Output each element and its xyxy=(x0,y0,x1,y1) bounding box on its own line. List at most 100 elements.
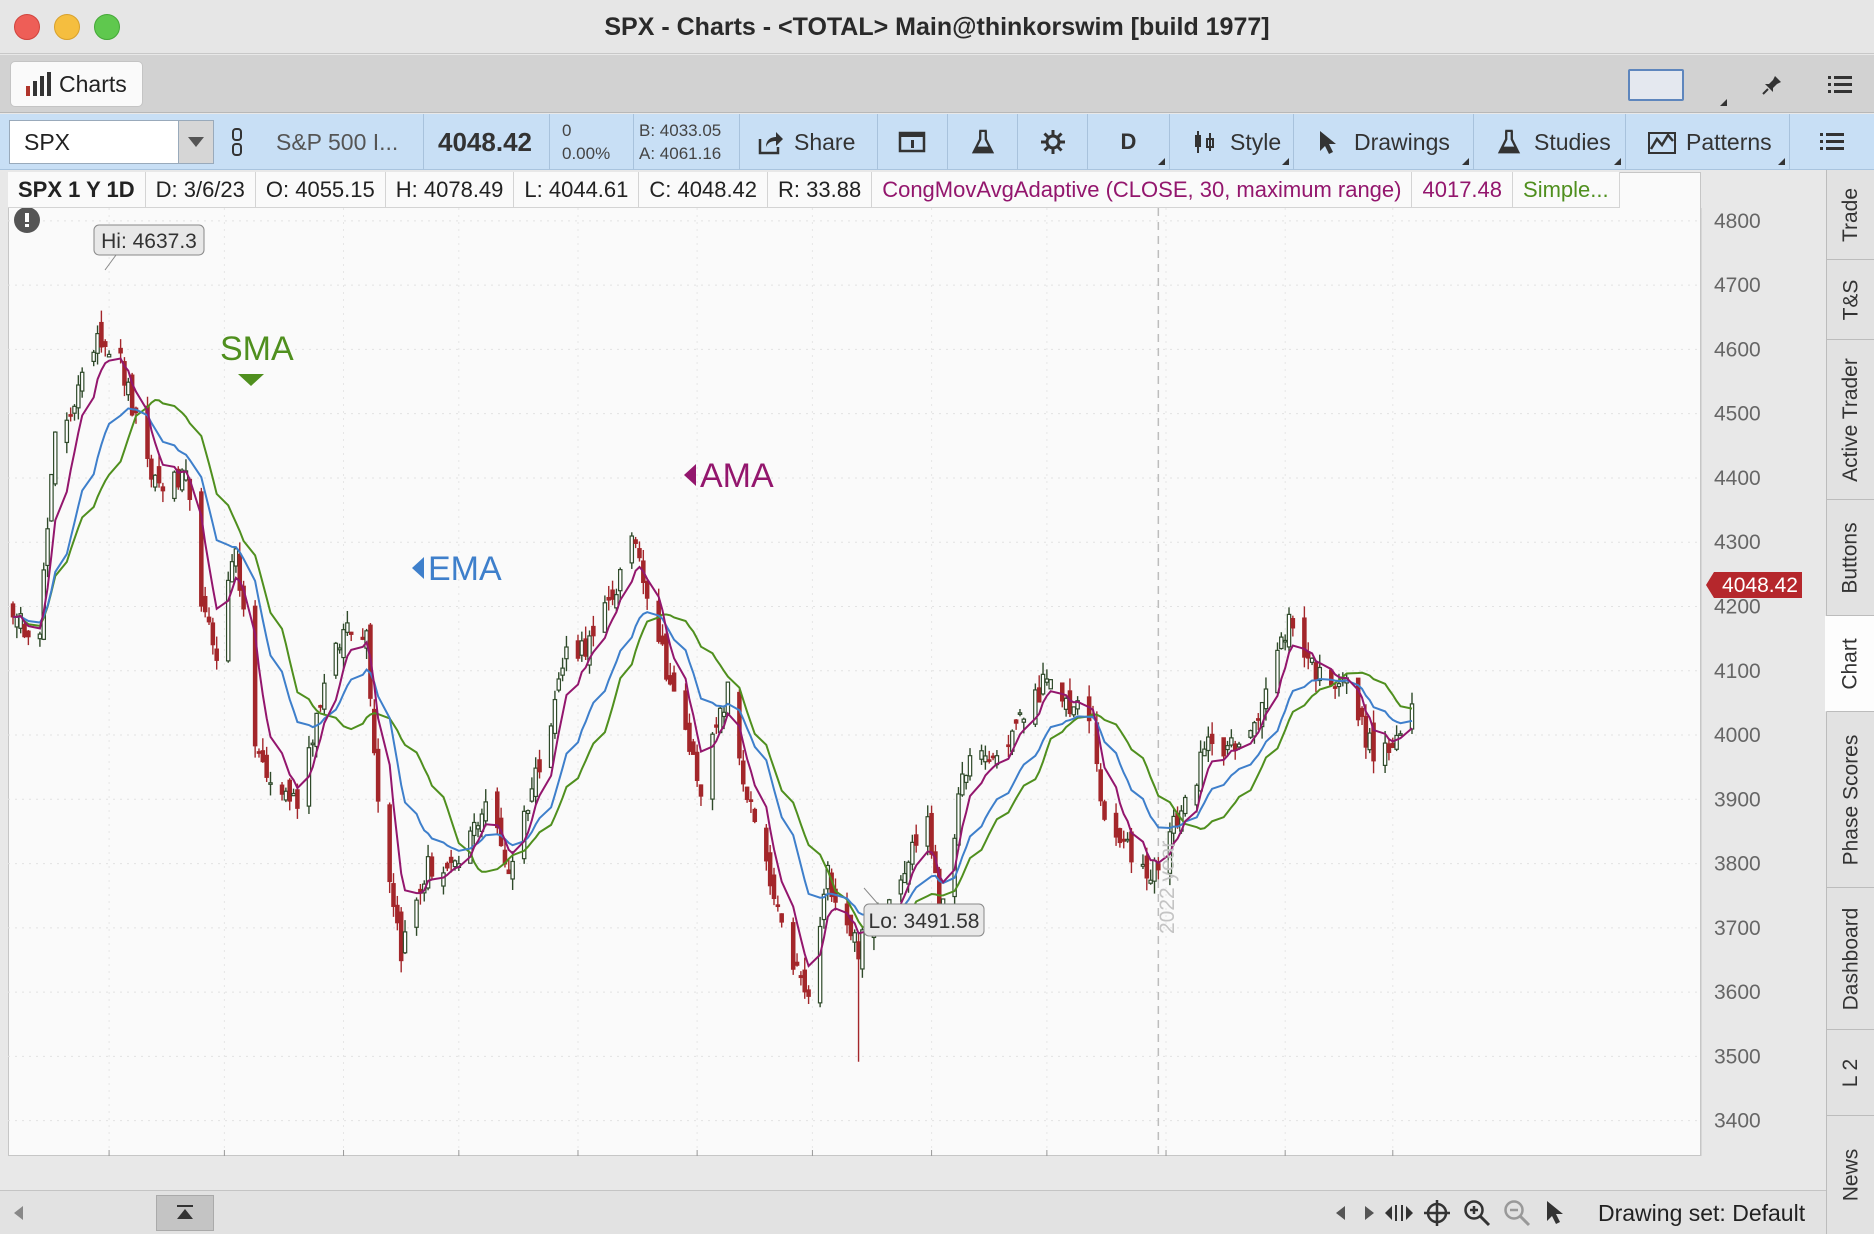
bottom-bar: Drawing set: Default xyxy=(0,1190,1826,1234)
pin-icon[interactable] xyxy=(1752,65,1792,105)
drawings-button[interactable]: Drawings xyxy=(1294,114,1474,170)
zoom-in-icon[interactable] xyxy=(1462,1198,1492,1228)
candle-body xyxy=(360,636,366,640)
sidebar-tab-buttons[interactable]: Buttons xyxy=(1827,500,1874,616)
scroll-left-icon[interactable] xyxy=(4,1198,34,1228)
patterns-icon xyxy=(1648,132,1676,154)
grid-layout-button[interactable] xyxy=(1628,69,1684,101)
candle-body xyxy=(1221,737,1226,757)
tab-strip: Charts xyxy=(0,55,1874,113)
candle-body xyxy=(664,633,669,680)
time-axis[interactable]: AprMayJunJulAugSepOctNovDec23FebMar xyxy=(106,1150,1426,1156)
candle-body xyxy=(283,790,289,801)
crosshair-icon[interactable] xyxy=(1422,1198,1452,1228)
candle-body xyxy=(1182,796,1188,815)
sma-line xyxy=(12,398,1413,934)
scrollbar-thumb[interactable] xyxy=(156,1195,214,1231)
sidebar-tab-active-trader[interactable]: Active Trader xyxy=(1827,340,1874,500)
flask-button[interactable] xyxy=(948,114,1018,170)
patterns-label: Patterns xyxy=(1686,128,1772,155)
candle-body xyxy=(68,414,73,417)
candle-body xyxy=(475,825,481,830)
minimize-window-button[interactable] xyxy=(54,14,80,40)
candle-body xyxy=(341,629,346,659)
candle-body xyxy=(798,975,804,979)
zoom-out-icon[interactable] xyxy=(1502,1198,1532,1228)
candle-body xyxy=(91,351,96,363)
candle-body xyxy=(790,922,796,970)
alert-icon[interactable] xyxy=(14,208,40,233)
price-tick-label: 4500 xyxy=(1714,403,1761,426)
info-button[interactable] xyxy=(878,114,948,170)
patterns-button[interactable]: Patterns xyxy=(1626,114,1790,170)
candle-body xyxy=(1236,743,1242,748)
candle-body xyxy=(979,750,984,760)
sidebar-tab-ts[interactable]: T&S xyxy=(1827,260,1874,340)
price-tick-label: 3900 xyxy=(1714,788,1761,811)
candle-body xyxy=(929,812,934,855)
sidebar-tab-label: Active Trader xyxy=(1839,357,1862,482)
candle-body xyxy=(1398,733,1403,736)
candle-body xyxy=(402,931,408,954)
flask-icon xyxy=(971,129,994,154)
candle-body xyxy=(1290,618,1296,629)
style-button[interactable]: Style xyxy=(1170,114,1294,170)
share-button[interactable]: Share xyxy=(740,114,878,170)
info-window-icon xyxy=(898,131,925,153)
candle-body xyxy=(441,872,446,887)
candle-body xyxy=(483,801,489,822)
candle-body xyxy=(172,471,177,500)
price-tick-label: 4300 xyxy=(1714,531,1761,554)
toolbar-menu-button[interactable] xyxy=(1790,114,1874,170)
candle-body xyxy=(452,860,458,868)
share-label: Share xyxy=(794,128,856,155)
list-menu-icon[interactable] xyxy=(1820,65,1860,105)
pan-icon[interactable] xyxy=(1384,1198,1414,1228)
info-study2[interactable]: Simple... xyxy=(1513,172,1620,208)
tab-charts[interactable]: Charts xyxy=(10,61,143,107)
candle-body xyxy=(375,748,381,802)
price-chart[interactable]: 3400 3500 3600 3700 3800 3900 4000 4100 4200 4300… xyxy=(8,208,1826,1156)
candle-body xyxy=(1336,683,1342,688)
candle-body xyxy=(264,754,269,778)
candle-body xyxy=(256,751,262,754)
candle-body xyxy=(983,755,988,763)
settings-button[interactable] xyxy=(1018,114,1088,170)
sidebar-tab-dashboard[interactable]: Dashboard xyxy=(1827,888,1874,1030)
candle-body xyxy=(291,792,296,797)
link-icon[interactable] xyxy=(222,114,252,170)
candle-body xyxy=(37,633,43,640)
sidebar-tab-label: News xyxy=(1839,1148,1863,1202)
price-axis[interactable]: 3400 3500 3600 3700 3800 3900 4000 4100 4200 4300… xyxy=(1714,210,1761,1133)
info-study[interactable]: CongMovAvgAdaptive (CLOSE, 30, maximum r… xyxy=(872,172,1413,208)
period-button[interactable]: D xyxy=(1088,114,1170,170)
candle-body xyxy=(1013,719,1019,724)
sidebar-tab-l2[interactable]: L 2 xyxy=(1827,1030,1874,1116)
candle-body xyxy=(1355,677,1361,721)
low-callout: Lo: 3491.58 xyxy=(863,887,985,937)
sidebar-tab-news[interactable]: News xyxy=(1827,1116,1874,1234)
candle-body xyxy=(237,553,243,591)
sidebar-tab-phase-scores[interactable]: Phase Scores xyxy=(1827,712,1874,888)
candle-body xyxy=(683,690,688,730)
scroll-forward-icon[interactable] xyxy=(1354,1198,1384,1228)
expand-icon xyxy=(177,1205,193,1219)
gear-icon xyxy=(1040,130,1065,154)
symbol-description[interactable]: S&P 500 I... xyxy=(256,114,424,170)
drawing-set-label[interactable]: Drawing set: Default xyxy=(1598,1200,1806,1226)
candle-body xyxy=(18,613,23,629)
candle-body xyxy=(76,384,81,409)
drawings-label: Drawings xyxy=(1354,128,1450,155)
zoom-window-button[interactable] xyxy=(94,14,120,40)
candle-body xyxy=(345,622,350,633)
close-window-button[interactable] xyxy=(14,14,40,40)
candle-body xyxy=(1371,722,1376,762)
symbol-dropdown-button[interactable] xyxy=(178,120,214,164)
studies-button[interactable]: Studies xyxy=(1474,114,1626,170)
scroll-back-icon[interactable] xyxy=(1326,1198,1356,1228)
sidebar-tab-chart[interactable]: Chart xyxy=(1825,616,1874,712)
sidebar-tab-trade[interactable]: Trade xyxy=(1827,170,1874,260)
pointer-icon[interactable] xyxy=(1540,1198,1570,1228)
sma-marker-icon xyxy=(238,374,264,386)
candle-body xyxy=(1363,715,1369,748)
